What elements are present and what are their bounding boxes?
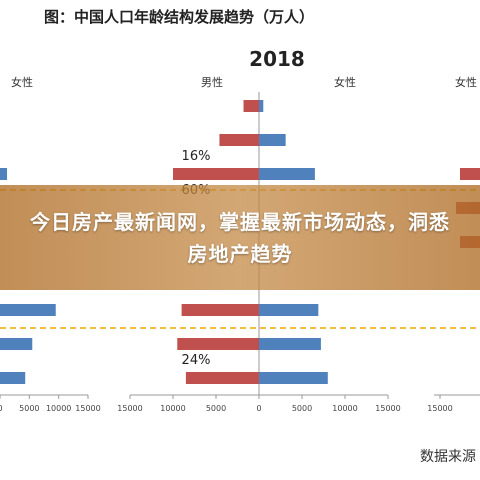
left-female-bar [0, 168, 8, 180]
legend-male: 男性 [201, 75, 223, 89]
female-bar [259, 100, 264, 112]
male-bar [173, 168, 259, 180]
center-tick-label: 10000 [160, 404, 185, 413]
right-tick-label: 15000 [427, 404, 452, 413]
right-male-bar [460, 168, 480, 180]
promo-banner: 今日房产最新闻网，掌握最新市场动态，洞悉房地产趋势 [0, 185, 480, 290]
legend-female: 女性 [334, 75, 356, 89]
male-bar [185, 372, 259, 384]
left-tick-label: 10000 [46, 404, 71, 413]
percent-annotation: 16% [182, 149, 211, 164]
female-bar [259, 372, 328, 384]
left-legend-female: 女性 [11, 75, 33, 89]
percent-annotation: 24% [182, 353, 211, 368]
male-bar [181, 304, 259, 316]
center-tick-label: 0 [256, 404, 261, 413]
male-bar [177, 338, 259, 350]
left-female-bar [0, 304, 56, 316]
right-legend-female: 女性 [455, 75, 477, 89]
male-bar [243, 100, 259, 112]
female-bar [259, 134, 286, 146]
center-tick-label: 10000 [332, 404, 357, 413]
center-tick-label: 5000 [206, 404, 226, 413]
year-label: 2018 [249, 47, 305, 71]
left-female-bar [0, 372, 26, 384]
data-source-label: 数据来源 [420, 449, 476, 465]
left-tick-label: 15000 [75, 404, 100, 413]
left-tick-label: 0 [0, 404, 3, 413]
center-tick-label: 15000 [117, 404, 142, 413]
female-bar [259, 338, 321, 350]
promo-banner-text: 今日房产最新闻网，掌握最新市场动态，洞悉房地产趋势 [30, 209, 450, 266]
left-tick-label: 5000 [19, 404, 39, 413]
female-bar [259, 304, 319, 316]
center-tick-label: 5000 [292, 404, 312, 413]
left-female-bar [0, 338, 33, 350]
female-bar [259, 168, 315, 180]
center-tick-label: 15000 [375, 404, 400, 413]
male-bar [219, 134, 259, 146]
chart-title: 图：中国人口年龄结构发展趋势（万人） [44, 8, 315, 26]
